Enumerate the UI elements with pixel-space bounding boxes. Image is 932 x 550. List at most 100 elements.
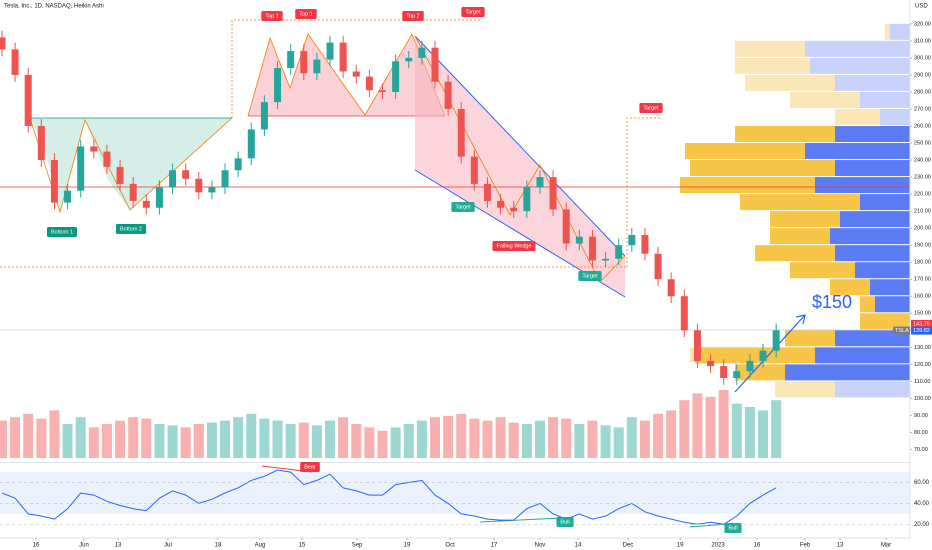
x-tick-label: 16 bbox=[754, 543, 761, 549]
candle-body bbox=[405, 57, 413, 62]
candle-body bbox=[457, 108, 465, 157]
x-tick-label: Dec bbox=[623, 543, 634, 549]
profile-down bbox=[735, 125, 835, 143]
profile-up bbox=[785, 364, 910, 381]
candle-body bbox=[759, 350, 767, 361]
candle-body bbox=[0, 37, 6, 50]
annotation-label: Target bbox=[455, 204, 471, 210]
symbol-label: TSLA bbox=[895, 328, 909, 334]
annotation-box bbox=[261, 11, 283, 21]
annotation-label: Top 1 bbox=[299, 11, 312, 17]
volume-bar bbox=[101, 424, 112, 458]
price-label-box bbox=[911, 319, 932, 328]
candle-body bbox=[628, 234, 636, 246]
profile-down bbox=[755, 245, 835, 262]
rsi-band bbox=[0, 472, 910, 514]
profile-up bbox=[815, 177, 910, 194]
pattern-zigzag bbox=[247, 33, 446, 117]
annotation-box bbox=[461, 7, 485, 17]
profile-down bbox=[830, 279, 870, 296]
candle-body bbox=[418, 47, 426, 58]
target-line bbox=[626, 117, 662, 267]
profile-down bbox=[735, 364, 785, 381]
y-tick-label: 90.00 bbox=[914, 413, 928, 419]
x-tick-label: 15 bbox=[299, 543, 306, 549]
pattern-zigzag bbox=[29, 117, 233, 214]
annotation-box bbox=[639, 103, 663, 113]
candle-body bbox=[64, 190, 72, 203]
candle-body bbox=[379, 90, 387, 92]
x-tick-label: Mar bbox=[881, 543, 891, 549]
profile-up bbox=[835, 245, 910, 262]
candle-body bbox=[155, 187, 163, 208]
x-tick-label: 16 bbox=[33, 543, 40, 549]
y-tick-label: 70.00 bbox=[914, 447, 928, 453]
x-tick-label: 19 bbox=[404, 543, 411, 549]
volume-bar bbox=[548, 417, 559, 458]
price-label-box bbox=[911, 326, 932, 335]
candle-body bbox=[680, 296, 688, 331]
annotation-label: Target bbox=[643, 105, 659, 111]
profile-up bbox=[840, 211, 910, 228]
profile-up bbox=[830, 228, 910, 245]
volume-bar bbox=[0, 420, 7, 458]
candle-body bbox=[720, 366, 728, 378]
volume-bar bbox=[298, 422, 309, 458]
annotation-box bbox=[556, 517, 574, 527]
volume-bar bbox=[521, 424, 532, 458]
candle-body bbox=[129, 183, 137, 201]
profile-up bbox=[890, 23, 910, 40]
x-tick-label: Aug bbox=[255, 543, 266, 549]
candle-body bbox=[313, 59, 321, 74]
wedge-fill bbox=[415, 36, 625, 297]
candle-body bbox=[444, 81, 452, 109]
price-label: 143.75 bbox=[913, 321, 930, 327]
volume-bar bbox=[508, 422, 519, 458]
volume-profile bbox=[680, 23, 910, 398]
candle-body bbox=[772, 330, 780, 351]
x-tick-label: Jul bbox=[164, 543, 172, 549]
volume-bar bbox=[23, 413, 34, 458]
volume-bar bbox=[325, 420, 336, 458]
x-tick-label: 18 bbox=[215, 543, 222, 549]
profile-down bbox=[685, 143, 805, 160]
volume-pane bbox=[0, 390, 782, 458]
candle-body bbox=[602, 258, 610, 261]
x-tick-label: 17 bbox=[491, 543, 498, 549]
candle-body bbox=[326, 42, 334, 60]
candle-body bbox=[510, 207, 518, 212]
volume-bar bbox=[600, 425, 611, 458]
annotation-label: Bottom 1 bbox=[51, 229, 73, 235]
annotation-label: Bottom 2 bbox=[120, 226, 142, 232]
annotation-label: Top 1 bbox=[265, 13, 278, 19]
volume-bar bbox=[154, 424, 165, 458]
volume-bar bbox=[469, 418, 480, 458]
target-line bbox=[231, 19, 482, 118]
volume-bar bbox=[626, 417, 637, 458]
candle-body bbox=[24, 74, 32, 126]
profile-down bbox=[770, 211, 840, 228]
price-axis bbox=[910, 0, 932, 550]
profile-down bbox=[790, 91, 860, 108]
symbol-box bbox=[893, 326, 910, 335]
profile-down bbox=[885, 23, 890, 40]
volume-bar bbox=[587, 420, 598, 458]
candle-body bbox=[208, 187, 216, 193]
profile-down bbox=[680, 177, 815, 194]
volume-bar bbox=[731, 403, 742, 458]
y-tick-label: 260.00 bbox=[914, 123, 931, 129]
x-tick-label: 14 bbox=[575, 543, 582, 549]
volume-bar bbox=[482, 420, 493, 458]
profile-up bbox=[870, 279, 910, 296]
volume-bar bbox=[718, 390, 729, 458]
volume-bar bbox=[233, 417, 244, 458]
y-tick-label: 230.00 bbox=[914, 175, 931, 181]
profile-up bbox=[860, 194, 910, 211]
volume-bar bbox=[49, 410, 60, 458]
profile-down bbox=[770, 228, 830, 245]
volume-bar bbox=[443, 415, 454, 458]
volume-bar bbox=[666, 410, 677, 458]
candle-body bbox=[707, 360, 715, 367]
y-tick-label: 210.00 bbox=[914, 209, 931, 215]
volume-bar bbox=[403, 424, 414, 458]
